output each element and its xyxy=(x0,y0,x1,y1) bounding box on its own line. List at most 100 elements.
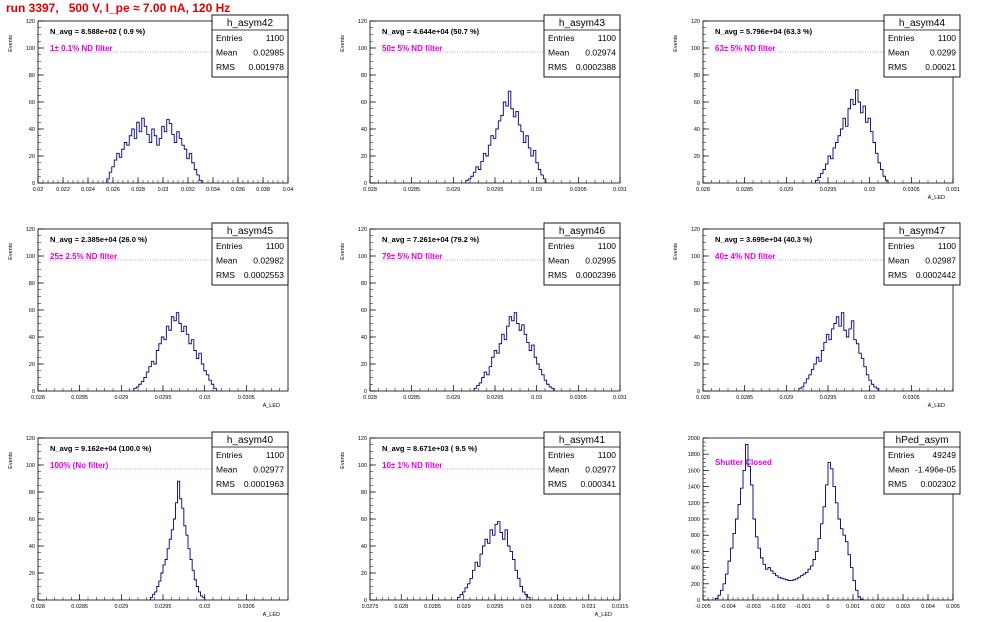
x-tick-label: 0.001 xyxy=(846,604,860,610)
y-tick-label: 400 xyxy=(691,566,700,572)
histogram-bin xyxy=(801,576,804,600)
x-tick-label: 0.0295 xyxy=(820,395,837,401)
stats-key: Entries xyxy=(888,241,914,251)
stats-value: 0.02995 xyxy=(585,256,616,266)
x-tick-label: 0.029 xyxy=(446,187,460,193)
histogram-line xyxy=(473,312,555,391)
histogram-bin xyxy=(184,526,186,600)
stats-value: 49249 xyxy=(932,450,956,460)
stats-value: 0.0001963 xyxy=(244,479,284,489)
histogram-panel-h_asym46: 0 20 40 60 80 100 120 0.028 0.0285 0.029 0.0295 0.0… xyxy=(340,222,627,401)
histogram-bin xyxy=(834,324,837,392)
histogram-bin xyxy=(488,543,491,600)
filter-label: 50± 5% ND filter xyxy=(382,44,442,53)
stats-value: 0.000341 xyxy=(581,479,617,489)
y-tick-label: 20 xyxy=(361,154,367,160)
stats-key: RMS xyxy=(216,270,235,280)
y-tick-label: 100 xyxy=(358,46,367,52)
histogram-bin xyxy=(506,106,509,183)
y-tick-label: 100 xyxy=(26,46,35,52)
histogram-bin xyxy=(849,329,852,391)
histogram-bin xyxy=(164,340,167,391)
navg-label: N_avg = 4.644e+04 (50.7 %) xyxy=(382,27,480,36)
y-axis-label: Events xyxy=(8,243,14,260)
stats-key: Entries xyxy=(548,450,574,460)
x-tick-label: 0.0305 xyxy=(238,395,255,401)
histogram-panel-h_asym42: 0 20 40 60 80 100 120 0.02 0.022 0.024 0.026 0.028 0… xyxy=(8,14,293,193)
stats-box-title: h_asym46 xyxy=(559,226,606,237)
histogram-bin xyxy=(497,353,500,391)
y-axis-label: Events xyxy=(8,452,14,469)
stats-value: 1100 xyxy=(266,450,285,460)
x-tick-label: 0.03 xyxy=(531,187,542,193)
stats-key: RMS xyxy=(548,479,567,489)
y-tick-label: 80 xyxy=(694,73,700,79)
histogram-bin xyxy=(768,568,771,600)
histogram-bin xyxy=(486,156,489,183)
histogram-bin xyxy=(839,326,842,391)
histogram-bin xyxy=(808,569,811,600)
x-tick-label: 0.028 xyxy=(696,395,710,401)
histogram-bin xyxy=(165,560,167,601)
histogram-bin xyxy=(748,466,751,600)
histogram-bin xyxy=(529,351,532,392)
y-tick-label: 20 xyxy=(694,362,700,368)
stats-value: -1.496e-05 xyxy=(915,465,956,475)
histogram-bin xyxy=(766,569,769,600)
histogram-bin xyxy=(844,330,847,391)
histogram-line xyxy=(815,89,889,183)
histogram-bin xyxy=(771,571,774,600)
y-axis-label: Events xyxy=(8,35,14,52)
histogram-bin xyxy=(778,577,781,600)
x-tick-label: 0.03 xyxy=(158,187,169,193)
stats-key: Mean xyxy=(888,256,910,266)
y-tick-label: 40 xyxy=(361,544,367,550)
histogram-bin xyxy=(161,337,164,391)
histogram-bin xyxy=(508,546,511,600)
stats-value: 0.02974 xyxy=(585,48,616,58)
histogram-bin xyxy=(854,340,857,391)
histogram-bin xyxy=(522,325,525,391)
filter-label: 25± 2.5% ND filter xyxy=(50,252,117,261)
x-tick-label: 0.028 xyxy=(131,187,145,193)
histogram-line xyxy=(457,521,531,600)
histogram-bin xyxy=(169,330,172,391)
histogram-bin xyxy=(134,138,137,183)
x-tick-label: 0.03 xyxy=(864,395,875,401)
histogram-bin xyxy=(798,577,801,600)
navg-label: N_avg = 8.671e+03 ( 9.5 %) xyxy=(382,444,478,453)
y-axis-label: Events xyxy=(340,35,346,52)
navg-label: N_avg = 3.695e+04 (40.3 %) xyxy=(715,235,813,244)
x-tick-label: 0.02 xyxy=(33,187,44,193)
histogram-bin xyxy=(841,129,844,183)
y-tick-label: 1000 xyxy=(688,517,700,523)
stats-value: 0.02985 xyxy=(253,48,284,58)
x-tick-label: 0.004 xyxy=(921,604,935,610)
x-tick-label: 0.0315 xyxy=(612,604,629,610)
x-tick-label: 0.024 xyxy=(81,187,95,193)
histogram-bin xyxy=(776,576,779,600)
x-tick-label: 0.0295 xyxy=(487,604,504,610)
histogram-bin xyxy=(189,344,192,391)
y-tick-label: 100 xyxy=(358,463,367,469)
stats-value: 1100 xyxy=(266,33,285,43)
filter-label: Shutter Closed xyxy=(715,458,772,467)
y-tick-label: 800 xyxy=(691,533,700,539)
histogram-bin xyxy=(181,332,184,391)
y-tick-label: 1800 xyxy=(688,452,700,458)
stats-value: 0.0299 xyxy=(930,48,956,58)
histogram-bin xyxy=(176,313,179,391)
x-tick-label: 0.029 xyxy=(779,187,793,193)
x-tick-label: 0.003 xyxy=(896,604,910,610)
x-tick-label: 0.031 xyxy=(582,604,596,610)
stats-value: 1100 xyxy=(938,33,957,43)
y-tick-label: 40 xyxy=(29,127,35,133)
x-axis-label: A_LED xyxy=(595,612,612,618)
histogram-line xyxy=(465,90,547,183)
x-tick-label: 0.03 xyxy=(521,604,532,610)
x-tick-label: 0.029 xyxy=(779,395,793,401)
y-tick-label: 60 xyxy=(29,517,35,523)
x-tick-label: 0.03 xyxy=(531,395,542,401)
navg-label: N_avg = 2.385e+04 (26.0 %) xyxy=(50,235,148,244)
y-tick-label: 120 xyxy=(26,227,35,233)
